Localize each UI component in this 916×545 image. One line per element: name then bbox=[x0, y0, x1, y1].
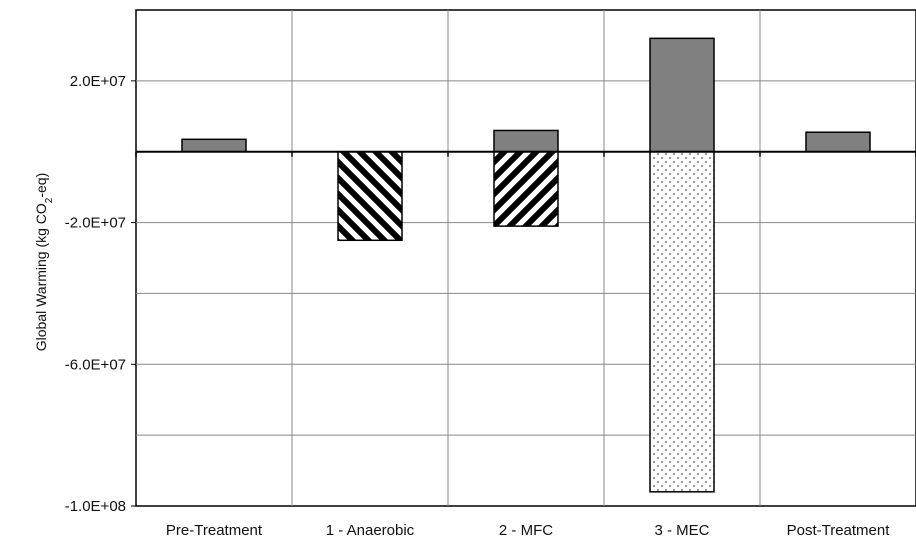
x-category-label: 3 - MEC bbox=[654, 522, 709, 539]
bar bbox=[649, 37, 715, 153]
x-category-label: Post-Treatment bbox=[787, 522, 891, 539]
y-tick-label: -1.0E+08 bbox=[65, 498, 126, 515]
bars bbox=[135, 37, 916, 493]
x-category-label: 1 - Anaerobic bbox=[326, 522, 415, 539]
y-tick-label: 2.0E+07 bbox=[70, 73, 126, 90]
y-axis-label-tail: -eq) bbox=[33, 173, 49, 198]
plot-area bbox=[135, 9, 916, 507]
y-tick-label: -6.0E+07 bbox=[65, 356, 126, 373]
x-axis-ticks: Pre-Treatment 1 - Anaerobic 2 - MFC 3 - MEC… bbox=[166, 522, 890, 539]
y-axis-label-sub: 2 bbox=[44, 197, 55, 203]
bar bbox=[805, 131, 871, 153]
x-category-label: Pre-Treatment bbox=[166, 522, 263, 539]
plot-frame bbox=[135, 9, 916, 507]
bar bbox=[649, 150, 715, 493]
y-axis-ticks: 2.0E+07 -2.0E+07 -6.0E+07 -1.0E+08 bbox=[65, 73, 136, 515]
bar bbox=[337, 150, 403, 242]
y-tick-label: -2.0E+07 bbox=[65, 215, 126, 232]
y-axis-label: Global Warming (kg CO2-eq) bbox=[33, 173, 55, 352]
y-axis-label-main: Global Warming (kg CO bbox=[33, 203, 49, 351]
gridlines bbox=[136, 10, 916, 506]
bar bbox=[181, 138, 247, 153]
x-category-label: 2 - MFC bbox=[499, 522, 553, 539]
bar bbox=[493, 129, 559, 153]
bar bbox=[493, 150, 559, 227]
